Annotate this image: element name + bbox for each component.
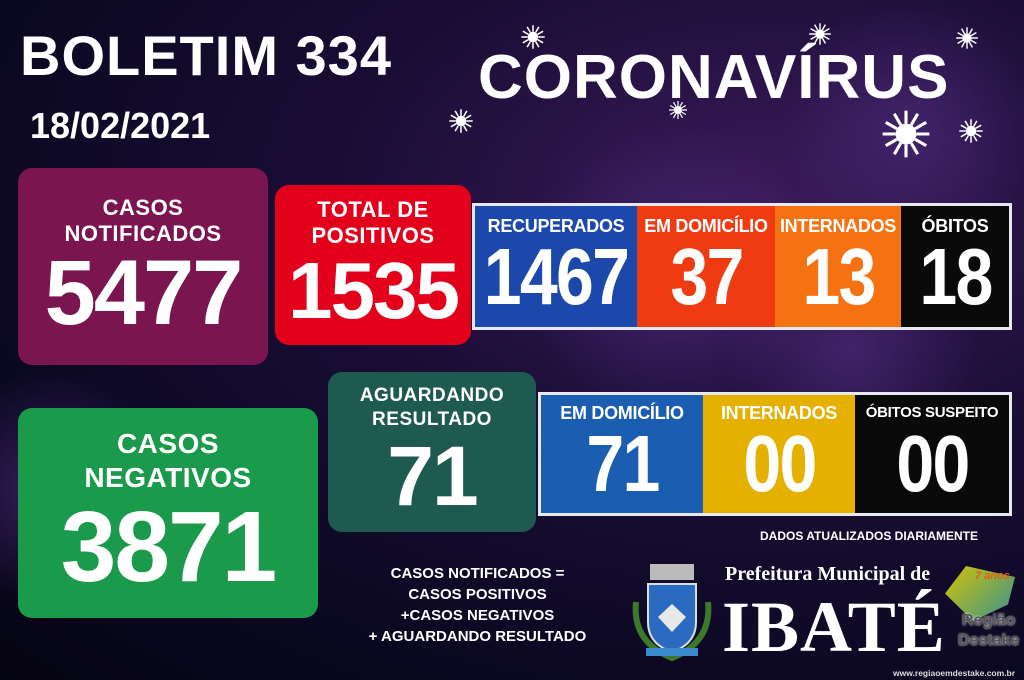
virus-icon: [882, 110, 930, 158]
cell-label: EM DOMICÍLIO: [560, 403, 684, 423]
card-label: NEGATIVOS: [84, 462, 252, 493]
cell-label: RECUPERADOS: [487, 215, 625, 236]
city-name: IBATÉ: [722, 587, 946, 667]
watermark-badge: 7 anos: [975, 570, 1010, 582]
virus-icon: [521, 25, 545, 49]
card-value: 3871: [60, 491, 277, 603]
virus-icon: [669, 101, 687, 119]
card-value: 71: [387, 429, 478, 523]
aguardando-breakdown-row: EM DOMICÍLIO 71 INTERNADOS 00 ÓBITOS SUSPE…: [538, 392, 1012, 516]
bulletin-title: BOLETIM 334: [20, 24, 392, 87]
cell-label: INTERNADOS: [720, 403, 837, 423]
recuperados-cell: RECUPERADOS 1467: [475, 206, 637, 327]
topic-title: CORONAVÍRUS: [478, 43, 950, 112]
cell-value: 71: [585, 419, 660, 508]
cell-value: 18: [918, 231, 993, 321]
prefeitura-label: Prefeitura Municipal de: [725, 563, 931, 585]
card-label: TOTAL DE: [317, 197, 429, 222]
aguardando-card: AGUARDANDO RESULTADO 71: [328, 372, 536, 532]
cell-value: 1467: [483, 231, 630, 321]
virus-icon: [956, 27, 978, 49]
bulletin-date: 18/02/2021: [30, 105, 211, 146]
formula-text: CASOS NOTIFICADOS = CASOS POSITIVOS +CAS…: [340, 563, 615, 647]
watermark-url: www.regiaoemdestake.com.br: [893, 668, 1016, 678]
cell-label: ÓBITOS SUSPEITO: [865, 404, 999, 421]
internados-cell: INTERNADOS 00: [703, 395, 855, 513]
card-label: CASOS: [116, 428, 220, 459]
card-label: RESULTADO: [372, 409, 492, 430]
total-positivos-card: TOTAL DE POSITIVOS 1535: [275, 185, 471, 345]
card-label: POSITIVOS: [311, 223, 435, 248]
update-note: DADOS ATUALIZADOS DIARIAMENTE: [760, 529, 978, 543]
formula-line: CASOS POSITIVOS: [408, 586, 547, 603]
cell-label: EM DOMICÍLIO: [644, 215, 768, 236]
cell-label: INTERNADOS: [779, 215, 896, 236]
city-crest-icon: [628, 562, 716, 662]
virus-icon: [449, 109, 473, 133]
card-label: AGUARDANDO: [359, 385, 505, 406]
casos-notificados-card: CASOS NOTIFICADOS 5477: [18, 168, 268, 365]
em-domicilio-cell: EM DOMICÍLIO 71: [541, 395, 703, 513]
obitos-cell: ÓBITOS 18: [901, 206, 1009, 327]
casos-negativos-card: CASOS NEGATIVOS 3871: [18, 408, 318, 618]
formula-line: +CASOS NEGATIVOS: [400, 607, 555, 624]
cell-value: 37: [669, 231, 744, 321]
watermark-line-1: Região: [962, 612, 1016, 629]
card-value: 5477: [44, 241, 244, 344]
cell-value: 00: [895, 419, 970, 508]
internados-cell: INTERNADOS 13: [775, 206, 901, 327]
cell-value: 00: [742, 419, 817, 508]
watermark-line-2: Destake: [958, 632, 1020, 649]
virus-icon: [809, 23, 831, 45]
card-value: 1535: [288, 246, 460, 335]
virus-icon: [959, 119, 983, 143]
formula-line: CASOS NOTIFICADOS =: [390, 565, 565, 582]
em-domicilio-cell: EM DOMICÍLIO 37: [637, 206, 775, 327]
cell-label: ÓBITOS: [921, 215, 989, 236]
cell-value: 13: [801, 231, 876, 321]
formula-line: + AGUARDANDO RESULTADO: [368, 628, 587, 645]
card-label: NOTIFICADOS: [64, 220, 222, 246]
positivos-breakdown-row: RECUPERADOS 1467 EM DOMICÍLIO 37 INTERNADO…: [472, 203, 1012, 330]
obitos-suspeito-cell: ÓBITOS SUSPEITO 00: [855, 395, 1009, 513]
card-label: CASOS: [102, 194, 184, 220]
